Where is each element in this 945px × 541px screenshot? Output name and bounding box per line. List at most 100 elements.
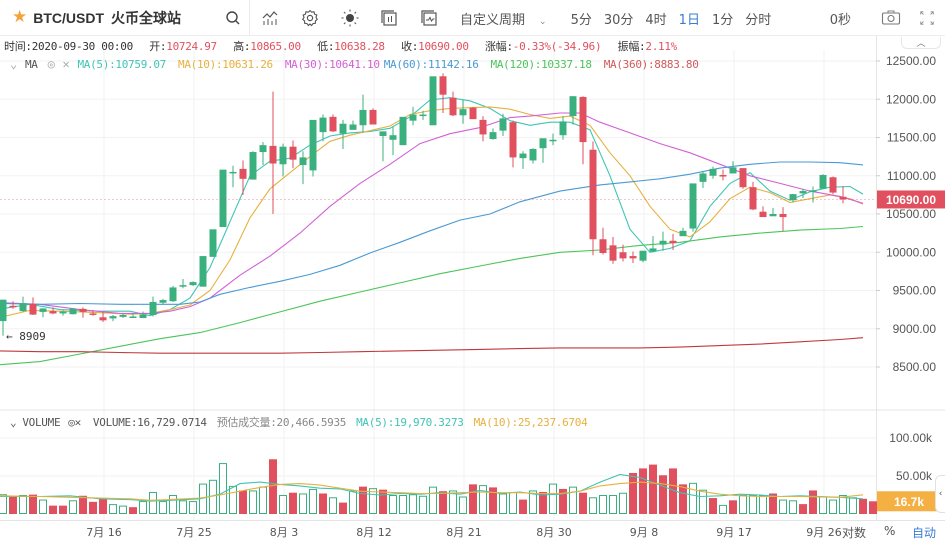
candle-body[interactable] — [659, 240, 667, 245]
auto-scale-toggle[interactable]: 自动 — [912, 526, 937, 540]
period-1d[interactable]: 1日 — [678, 12, 700, 28]
candle-body[interactable] — [319, 117, 327, 133]
candle-body[interactable] — [529, 148, 537, 161]
candle-body[interactable] — [159, 300, 167, 303]
volume-bar[interactable] — [159, 501, 167, 514]
volume-bar[interactable] — [9, 495, 17, 514]
candle-body[interactable] — [769, 214, 777, 217]
candle-body[interactable] — [749, 187, 757, 210]
candle-body[interactable] — [559, 121, 567, 136]
volume-bar[interactable] — [719, 504, 727, 515]
volume-bar[interactable] — [139, 501, 147, 514]
candle-body[interactable] — [809, 190, 817, 192]
candle-body[interactable] — [39, 308, 47, 312]
settings-icon[interactable]: ◎ — [68, 415, 75, 429]
candle-body[interactable] — [739, 168, 747, 188]
candle-body[interactable] — [609, 245, 617, 261]
search-button[interactable] — [213, 0, 253, 36]
period-5m[interactable]: 5分 — [570, 12, 592, 28]
candle-body[interactable] — [59, 311, 67, 314]
volume-bar[interactable] — [699, 489, 707, 514]
candle-body[interactable] — [789, 194, 797, 201]
collapse-button[interactable]: ︿ — [901, 37, 941, 49]
volume-bar[interactable] — [109, 504, 117, 514]
volume-bar[interactable] — [849, 497, 857, 514]
candle-body[interactable] — [729, 167, 737, 174]
volume-bar[interactable] — [749, 495, 757, 514]
side-panel-toggle[interactable]: ‹ — [935, 475, 945, 513]
candle-body[interactable] — [299, 157, 307, 166]
candle-body[interactable] — [239, 168, 247, 179]
candle-body[interactable] — [199, 256, 207, 287]
volume-bar[interactable] — [169, 495, 177, 514]
volume-bar[interactable] — [489, 487, 497, 514]
candle-body[interactable] — [679, 230, 687, 237]
volume-bar[interactable] — [119, 505, 127, 515]
volume-bar[interactable] — [629, 472, 637, 514]
candle-body[interactable] — [759, 211, 767, 218]
candle-body[interactable] — [0, 299, 7, 322]
volume-bar[interactable] — [129, 507, 137, 514]
volume-bar[interactable] — [579, 492, 587, 514]
candle-body[interactable] — [349, 124, 357, 130]
volume-bar[interactable] — [829, 499, 837, 514]
volume-bar[interactable] — [409, 494, 417, 514]
candle-body[interactable] — [389, 135, 397, 140]
period-timeline[interactable]: 分时 — [745, 12, 772, 28]
volume-bar[interactable] — [29, 494, 37, 514]
volume-bar[interactable] — [529, 490, 537, 515]
volume-bar[interactable] — [609, 495, 617, 514]
candle-body[interactable] — [599, 239, 607, 254]
candle-body[interactable] — [799, 191, 807, 194]
volume-bar[interactable] — [39, 499, 47, 514]
candle-body[interactable] — [269, 145, 277, 164]
volume-bar[interactable] — [509, 491, 517, 514]
candle-body[interactable] — [49, 311, 57, 314]
volume-bar[interactable] — [689, 482, 697, 514]
candle-body[interactable] — [379, 131, 387, 136]
screenshot-button[interactable] — [873, 0, 909, 36]
candle-body[interactable] — [259, 145, 267, 153]
volume-bar[interactable] — [429, 486, 437, 515]
chart-type-button[interactable] — [410, 0, 450, 36]
star-icon[interactable]: ★ — [12, 7, 28, 27]
chevron-down-icon[interactable]: ⌄ — [10, 57, 17, 71]
volume-bar[interactable] — [89, 501, 97, 514]
volume-bar[interactable] — [809, 490, 817, 514]
volume-bar[interactable] — [229, 485, 237, 515]
candle-body[interactable] — [339, 123, 347, 134]
candle-body[interactable] — [459, 109, 467, 116]
candle-body[interactable] — [69, 308, 77, 315]
pair-label[interactable]: BTC/USDT — [33, 9, 105, 26]
candle-body[interactable] — [689, 183, 697, 229]
settings-icon[interactable]: ◎ — [47, 57, 55, 71]
candle-body[interactable] — [109, 316, 117, 319]
candle-body[interactable] — [369, 109, 377, 125]
period-custom[interactable]: 自定义周期 ⌄ — [460, 12, 547, 28]
volume-bar[interactable] — [49, 505, 57, 514]
candle-body[interactable] — [839, 196, 847, 200]
candle-body[interactable] — [219, 169, 227, 228]
volume-bar[interactable] — [249, 490, 257, 515]
period-1m[interactable]: 1分 — [711, 12, 734, 28]
candle-body[interactable] — [279, 146, 287, 165]
volume-bar[interactable] — [369, 488, 377, 515]
volume-bar[interactable] — [859, 498, 867, 514]
theme-button[interactable] — [330, 0, 370, 36]
candle-body[interactable] — [249, 152, 257, 180]
volume-bar[interactable] — [589, 497, 597, 514]
candle-body[interactable] — [289, 146, 297, 160]
volume-bar[interactable] — [669, 468, 677, 514]
volume-bar[interactable] — [149, 491, 157, 514]
candle-body[interactable] — [479, 119, 487, 135]
volume-bar[interactable] — [0, 494, 7, 514]
volume-bar[interactable] — [639, 468, 647, 514]
volume-bar[interactable] — [69, 500, 77, 515]
volume-bar[interactable] — [679, 484, 687, 514]
volume-bar[interactable] — [439, 491, 447, 514]
chevron-down-icon[interactable]: ⌄ — [10, 415, 17, 429]
fullscreen-button[interactable] — [909, 0, 945, 36]
volume-bar[interactable] — [219, 463, 227, 514]
volume-bar[interactable] — [349, 490, 357, 515]
close-icon[interactable]: ✕ — [74, 415, 82, 429]
